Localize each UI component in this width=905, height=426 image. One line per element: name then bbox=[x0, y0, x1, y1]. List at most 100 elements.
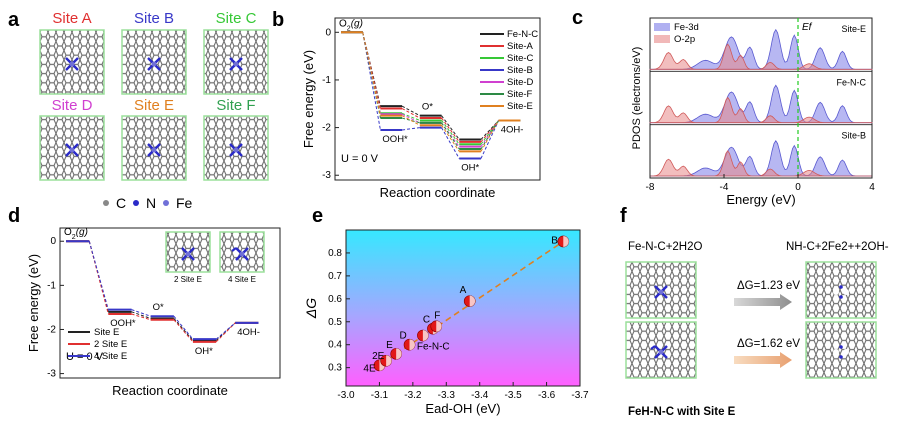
f-tile-bottom-right bbox=[805, 321, 877, 379]
state-label-1: OOH* bbox=[110, 318, 136, 329]
transition-line bbox=[362, 32, 381, 116]
potential-label: U = 0 V bbox=[341, 153, 379, 165]
point-label: D bbox=[400, 331, 407, 342]
point-highlight bbox=[469, 295, 476, 307]
fe-atom bbox=[233, 147, 239, 153]
transition-line bbox=[131, 309, 151, 317]
legend-fe-swatch bbox=[654, 23, 670, 31]
legend-o-swatch bbox=[654, 35, 670, 43]
track-label-0: Site-E bbox=[841, 24, 866, 34]
state-label-3: OH* bbox=[461, 163, 479, 174]
legend-c-label: C bbox=[116, 195, 126, 211]
data-point-a: A bbox=[460, 285, 476, 307]
legend-n-dot bbox=[133, 200, 139, 206]
panel-c-label: c bbox=[572, 7, 583, 29]
legend-o-label: O-2p bbox=[674, 34, 695, 45]
panel-a-label: a bbox=[8, 9, 20, 31]
legend-label: Site-E bbox=[507, 101, 533, 112]
x-tick-label: -3.2 bbox=[404, 390, 422, 401]
legend-label: Site-D bbox=[507, 77, 534, 88]
x-tick-label: -3.1 bbox=[371, 390, 389, 401]
transition-line bbox=[88, 241, 109, 310]
transition-line bbox=[441, 127, 460, 159]
transition-line bbox=[480, 120, 500, 150]
transition-line bbox=[401, 113, 421, 124]
y-axis-title: PDOS (electrons/eV) bbox=[631, 47, 643, 150]
track-label-2: Site-B bbox=[841, 131, 866, 141]
transition-line bbox=[401, 105, 421, 117]
y-tick-label: 0.7 bbox=[328, 271, 342, 282]
o2-base: O bbox=[339, 18, 347, 29]
n-atom bbox=[839, 345, 843, 349]
y-axis-title: ΔG bbox=[303, 298, 319, 319]
o2-sub: 2 bbox=[72, 234, 76, 241]
x-tick-label: -3.0 bbox=[337, 390, 355, 401]
site-tile-4 bbox=[39, 115, 105, 181]
point-highlight bbox=[436, 320, 442, 332]
fe-atom bbox=[151, 61, 157, 67]
x-axis-title: Reaction coordinate bbox=[112, 383, 228, 398]
inset-4-site-e bbox=[219, 231, 265, 273]
site-label-3: Site C bbox=[216, 10, 257, 27]
f-tile-top-right bbox=[805, 261, 877, 319]
f-dg2: ΔG=1.62 eV bbox=[737, 338, 800, 350]
point-label: A bbox=[460, 285, 467, 296]
o2-sub: 2 bbox=[347, 25, 351, 32]
legend-label: Site-F bbox=[507, 89, 533, 100]
transition-line bbox=[401, 112, 421, 121]
y-tick-label: -2 bbox=[47, 324, 56, 335]
transition-line bbox=[131, 313, 151, 321]
legend-c-dot bbox=[103, 200, 109, 206]
y-tick-label: -3 bbox=[322, 170, 331, 181]
series-site-e bbox=[341, 31, 521, 153]
inset-label-2: 2 Site E bbox=[174, 275, 202, 284]
n-atom bbox=[839, 355, 843, 359]
point-label: Fe-N-C bbox=[417, 342, 450, 353]
transition-line bbox=[131, 311, 151, 319]
fe-atom bbox=[151, 147, 157, 153]
point-highlight bbox=[396, 348, 402, 360]
y-tick-label: 0 bbox=[50, 236, 56, 247]
panel-b-label: b bbox=[272, 9, 284, 31]
o2-base: O bbox=[64, 227, 72, 238]
transition-line bbox=[362, 32, 381, 119]
site-label-2: Site B bbox=[134, 10, 174, 27]
legend-label: Site-C bbox=[507, 53, 534, 64]
x-tick-label: 0 bbox=[795, 182, 801, 193]
data-point-e: E bbox=[386, 340, 402, 360]
y-tick-label: 0 bbox=[325, 27, 331, 38]
fe-atom bbox=[69, 61, 75, 67]
panel-f-schematic: Fe-N-C+2H2O NH-C+2Fe2++2OH- ΔG=1.23 eV Δ… bbox=[625, 241, 889, 418]
data-point-2e: 2E bbox=[372, 351, 392, 367]
f-top-left-eq: Fe-N-C+2H2O bbox=[628, 241, 703, 253]
site-label-5: Site E bbox=[134, 97, 174, 114]
fe-atom bbox=[239, 251, 245, 257]
plot-frame bbox=[334, 17, 541, 181]
panel-f-label: f bbox=[620, 205, 627, 227]
fe-atom bbox=[658, 289, 664, 295]
panel-c-chart: Site-E Fe-N-C Site-B Ef -8 -4 0 4 Energy (eV) PDO… bbox=[631, 17, 875, 207]
graphene-sheet bbox=[805, 261, 877, 319]
y-tick-label: 0.3 bbox=[328, 363, 342, 374]
f-bottom-caption: FeH-N-C with Site E bbox=[628, 406, 736, 418]
legend-label: Site-A bbox=[507, 41, 534, 52]
fe-atom bbox=[658, 349, 664, 355]
legend-fe-label: Fe bbox=[176, 195, 193, 211]
site-tile-2 bbox=[121, 29, 187, 95]
point-highlight bbox=[422, 330, 429, 342]
f-tile-bottom-left bbox=[625, 321, 697, 379]
fe-atom bbox=[185, 251, 191, 257]
vacancy-site bbox=[843, 289, 849, 295]
transition-line bbox=[401, 117, 420, 124]
point-label: E bbox=[386, 340, 393, 351]
point-label: 2E bbox=[372, 351, 385, 362]
transition-line bbox=[362, 32, 381, 109]
panel-e-chart: -3.0 -3.1 -3.2 -3.3 -3.4 -3.5 -3.6 -3.7 0.3 0.4 0.… bbox=[303, 229, 589, 416]
x-tick-label: -3.6 bbox=[538, 390, 556, 401]
transition-line bbox=[401, 108, 421, 119]
n-atom bbox=[839, 295, 843, 299]
o2-g: (g) bbox=[76, 227, 88, 238]
f-tile-top-left bbox=[625, 261, 697, 319]
panel-a-legend: C N Fe bbox=[103, 195, 193, 211]
transition-line bbox=[441, 122, 460, 150]
